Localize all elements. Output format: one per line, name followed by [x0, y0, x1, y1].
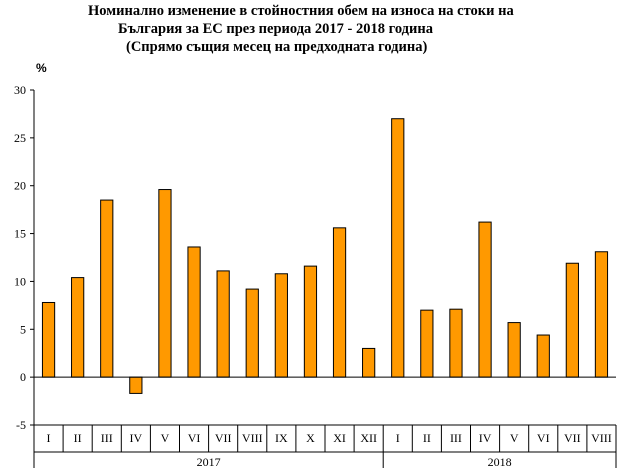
- bar: [41, 301, 56, 378]
- x-tick-label: I: [47, 431, 51, 445]
- x-tick-label: X: [306, 431, 315, 445]
- x-tick-label: I: [396, 431, 400, 445]
- chart-title-line-3: (Спрямо същия месец на предходната годин…: [126, 39, 428, 55]
- x-tick-label: IV: [130, 431, 143, 445]
- x-tick-label: IX: [275, 431, 288, 445]
- x-tick-label: VIII: [242, 431, 263, 445]
- y-tick-label: 5: [20, 322, 26, 336]
- bar: [129, 376, 143, 394]
- bar: [420, 309, 434, 378]
- bar: [245, 288, 259, 378]
- x-tick-label: II: [74, 431, 82, 445]
- x-tick-label: II: [423, 431, 431, 445]
- y-tick-label: 10: [14, 274, 26, 288]
- x-tick-label: III: [101, 431, 113, 445]
- bar: [332, 227, 347, 378]
- group-label: 2018: [488, 455, 512, 469]
- y-tick-label: 20: [14, 179, 26, 193]
- bar: [536, 334, 550, 378]
- chart-title-line-1: Номинално изменение в стойностния обем н…: [88, 3, 514, 19]
- chart-title-line-2: България за ЕС през периода 2017 - 2018 …: [118, 21, 433, 37]
- bar: [158, 189, 172, 378]
- bar: [507, 322, 521, 378]
- y-tick-label: 15: [14, 227, 26, 241]
- bar: [449, 308, 463, 378]
- y-axis-unit-label: %: [36, 61, 47, 75]
- x-tick-label: III: [450, 431, 462, 445]
- bar: [303, 265, 318, 378]
- bar: [187, 246, 201, 378]
- y-tick-label: 0: [20, 370, 26, 384]
- bar: [594, 251, 609, 378]
- x-tick-label: VII: [215, 431, 232, 445]
- y-tick-label: -5: [16, 418, 26, 432]
- x-tick-label: VI: [537, 431, 550, 445]
- bar: [565, 262, 579, 378]
- bars-layer: [41, 118, 609, 394]
- x-tick-label: IV: [479, 431, 492, 445]
- y-tick-label: 30: [14, 83, 26, 97]
- bar: [391, 118, 405, 378]
- bar: [362, 347, 376, 378]
- x-tick-label: VII: [564, 431, 581, 445]
- bar: [71, 277, 85, 378]
- x-tick-label: V: [510, 431, 519, 445]
- bar: [274, 273, 288, 378]
- x-tick-label: XII: [360, 431, 377, 445]
- bar: [216, 270, 230, 378]
- group-label: 2017: [197, 455, 221, 469]
- bar: [478, 221, 492, 378]
- y-tick-label: 25: [14, 131, 26, 145]
- x-tick-label: VIII: [591, 431, 612, 445]
- x-tick-label: V: [161, 431, 170, 445]
- x-tick-label: VI: [188, 431, 201, 445]
- x-tick-label: XI: [333, 431, 346, 445]
- bar: [100, 199, 114, 378]
